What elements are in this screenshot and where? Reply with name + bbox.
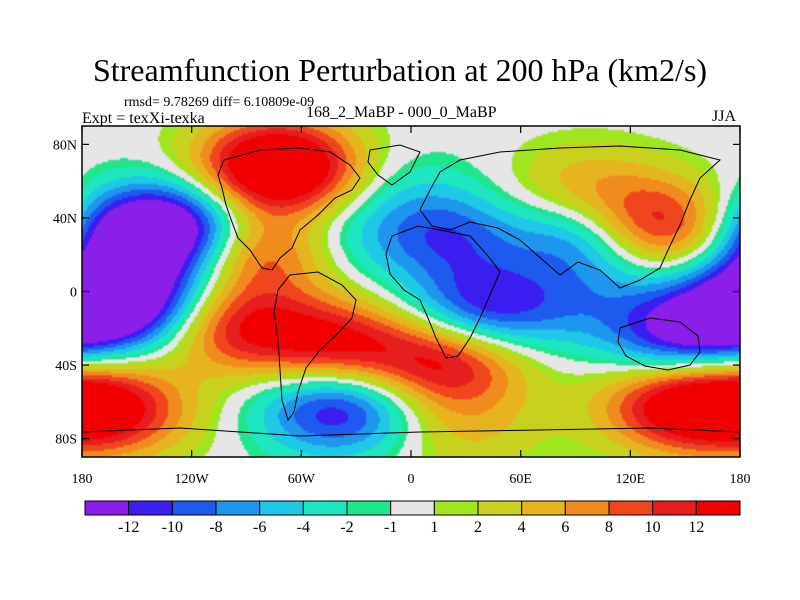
lon-tick-label: 180 — [72, 472, 93, 487]
longitude-axis: 180 120W 60W 0 60E 120E 180 — [72, 126, 751, 487]
colorbar-swatch — [608, 500, 654, 516]
coastline-south-america — [273, 271, 357, 422]
colorbar-label: 10 — [645, 519, 661, 536]
coastline-africa — [385, 225, 501, 359]
coastline-australia — [617, 317, 701, 371]
latitude-axis: 80N 40N 0 40S 80S — [53, 138, 740, 448]
lon-tick-label: 60E — [509, 472, 532, 487]
colorbar-label: 8 — [605, 519, 613, 536]
coastline-antarctica — [82, 427, 740, 437]
coastline-north-america — [217, 147, 361, 271]
colorbar-swatch — [652, 500, 697, 516]
colorbar-label: 12 — [688, 519, 704, 536]
coastline-eurasia — [419, 145, 722, 289]
colorbar-label: 2 — [474, 519, 482, 536]
colorbar-swatch — [433, 500, 479, 516]
lat-tick-label: 0 — [70, 286, 77, 301]
lat-tick-label: 80S — [55, 433, 77, 448]
experiment-label: Expt = texXi-texka — [82, 110, 205, 127]
colorbar-swatch — [521, 500, 566, 516]
colorbar-swatch — [390, 500, 435, 516]
colorbar-swatch — [346, 500, 392, 516]
colorbar-label: 4 — [518, 519, 526, 536]
lat-tick-label: 80N — [53, 138, 77, 153]
lon-tick-label: 0 — [408, 472, 415, 487]
colorbar-swatch — [302, 500, 348, 516]
colorbar-label: -12 — [118, 519, 139, 536]
coastline-greenland — [367, 144, 421, 186]
lon-tick-label: 120W — [175, 472, 210, 487]
colorbar-label: 1 — [430, 519, 438, 536]
colorbar-label: 6 — [561, 519, 569, 536]
colorbar-label: -8 — [209, 519, 222, 536]
lon-tick-label: 60W — [288, 472, 316, 487]
colorbar: -12 -10 -8 -6 -4 -2 -1 1 2 4 6 8 10 12 — [84, 500, 741, 536]
colorbar-swatch — [215, 500, 261, 516]
colorbar-label: -10 — [162, 519, 183, 536]
colorbar-label: -4 — [297, 519, 310, 536]
colorbar-label: -2 — [340, 519, 353, 536]
colorbar-swatch — [564, 500, 610, 516]
lon-tick-label: 180 — [730, 472, 751, 487]
continent-outlines — [82, 144, 740, 437]
colorbar-swatch — [259, 500, 304, 516]
lat-tick-label: 40S — [55, 359, 77, 374]
stats-label: rmsd= 9.78269 diff= 6.10809e-09 — [124, 95, 315, 110]
colorbar-swatch — [695, 500, 741, 516]
lat-tick-label: 40N — [53, 212, 77, 227]
difference-label: 168_2_MaBP - 000_0_MaBP — [306, 104, 497, 121]
map-title: Streamfunction Perturbation at 200 hPa (… — [92, 52, 708, 88]
colorbar-swatch — [171, 500, 217, 516]
lon-tick-label: 120E — [616, 472, 646, 487]
colorbar-swatch — [477, 500, 523, 516]
field-raster — [82, 126, 740, 457]
season-label: JJA — [712, 108, 737, 125]
colorbar-swatch — [128, 500, 173, 516]
colorbar-swatch — [84, 500, 130, 516]
colorbar-label: -6 — [253, 519, 266, 536]
colorbar-label: -1 — [384, 519, 397, 536]
